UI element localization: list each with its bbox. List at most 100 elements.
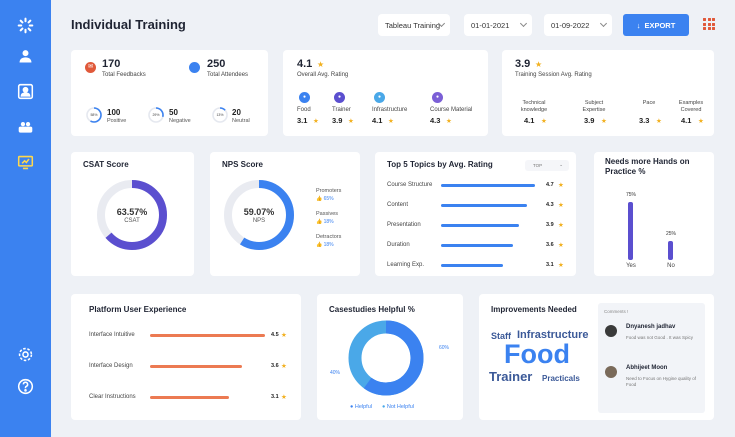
negative-label: Negative — [169, 118, 191, 124]
session-category-value: 3.9 — [584, 116, 595, 125]
top-topics-title: Top 5 Topics by Avg. Rating — [387, 160, 493, 169]
ux-label: Interface Design — [89, 363, 133, 369]
session-category-label: Examples Covered — [678, 100, 704, 113]
overall-rating-label: Overall Avg. Rating — [297, 72, 349, 78]
legend-not-helpful: ● Not Helpful — [381, 404, 415, 410]
settings-icon[interactable] — [16, 345, 35, 364]
topic-label: Learning Exp. — [387, 262, 425, 268]
topic-label: Content — [387, 202, 409, 208]
presentation-icon[interactable] — [16, 153, 35, 172]
export-button[interactable]: ↓ EXPORT — [623, 14, 689, 36]
download-icon: ↓ — [636, 20, 641, 30]
topic-value: 4.3 — [546, 202, 554, 208]
hands-on-card: Needs more Hands on Practice % 75% Yes 25%… — [594, 152, 714, 276]
rating-category-label: Course Material — [430, 107, 473, 113]
nps-donut — [224, 180, 294, 250]
session-category-label: Technical knowledge — [520, 100, 548, 113]
trainer-icon[interactable] — [16, 82, 35, 101]
apps-grid-icon[interactable] — [703, 18, 715, 30]
topic-value: 3.6 — [546, 242, 554, 248]
topic-bar — [441, 224, 519, 227]
casestudies-legend: ● Helpful ● Not Helpful — [350, 404, 414, 410]
date-to-value: 01-09-2022 — [551, 20, 590, 30]
star-icon: ★ — [558, 262, 564, 269]
topic-value: 3.1 — [546, 262, 554, 268]
star-icon: ★ — [558, 182, 564, 189]
neutral-pct: 13% — [216, 113, 224, 117]
training-dropdown[interactable]: Tableau Training — [378, 14, 450, 36]
csat-donut — [97, 180, 167, 250]
rating-category-label: Infrastructure — [372, 107, 408, 113]
date-to-dropdown[interactable]: 01-09-2022 — [544, 14, 612, 36]
comments-title: Comments ! — [604, 309, 629, 314]
help-icon[interactable] — [16, 377, 35, 396]
topic-label: Course Structure — [387, 182, 433, 188]
ux-value: 3.6 — [271, 363, 279, 369]
nps-label: NPS — [252, 218, 266, 224]
overall-rating-card: 4.1 ★ Overall Avg. Rating ● Food 3.1 ★ ● Trai… — [283, 50, 488, 136]
csat-label: CSAT — [124, 218, 140, 224]
ux-bar — [150, 365, 242, 368]
ux-bar — [150, 396, 230, 399]
topic-label: Presentation — [387, 222, 421, 228]
star-icon: ★ — [313, 118, 319, 125]
topic-bar — [441, 264, 503, 267]
star-icon: ★ — [541, 118, 547, 125]
rating-category-value: 3.1 — [297, 116, 308, 125]
rating-category-value: 3.9 — [332, 116, 343, 125]
positive-count: 100 — [107, 108, 121, 117]
total-feedbacks-label: Total Feedbacks — [102, 72, 146, 78]
neutral-label: Neutral — [232, 118, 250, 124]
comment-author: Dnyanesh jadhav — [626, 324, 676, 330]
total-feedbacks: 170 — [102, 58, 121, 70]
total-attendees-label: Total Attendees — [207, 72, 249, 78]
positive-label: Positive — [107, 118, 127, 124]
platform-ux-title: Platform User Experience — [89, 305, 187, 314]
date-from-value: 01-01-2021 — [471, 20, 510, 30]
top-filter-dropdown[interactable]: TOP ⌄ — [525, 160, 569, 171]
feedback-card: ✉ 170 Total Feedbacks 250 Total Attendee… — [71, 50, 268, 136]
thumbs-up-icon: 👍 — [316, 242, 323, 248]
word-food: Food — [504, 339, 570, 369]
avatar — [605, 325, 617, 337]
ux-value: 3.1 — [271, 394, 279, 400]
top-filter-value: TOP — [533, 163, 543, 168]
thumbs-up-icon: 👍 — [316, 219, 323, 225]
positive-ring — [86, 107, 102, 123]
passives-value: 👍 18% — [316, 219, 334, 225]
star-icon: ★ — [656, 118, 662, 125]
session-category-value: 4.1 — [681, 116, 692, 125]
export-label: EXPORT — [644, 20, 676, 30]
nps-value: 59.07% — [243, 207, 275, 217]
star-icon: ★ — [281, 394, 287, 401]
overall-rating: 4.1 — [297, 58, 313, 70]
csat-card: CSAT Score 63.57% CSAT — [71, 152, 194, 276]
star-icon: ★ — [348, 118, 354, 125]
word-trainer: Trainer — [489, 369, 533, 384]
casestudies-donut — [348, 320, 424, 396]
positive-pct: 58% — [90, 113, 98, 117]
star-icon: ★ — [558, 222, 564, 229]
rating-category-label: Trainer — [332, 107, 351, 113]
helpful-pct: 60% — [439, 345, 450, 351]
rating-category-label: Food — [297, 107, 311, 113]
hands-on-title: Needs more Hands on Practice % — [605, 157, 690, 176]
legend-helpful: ● Helpful — [350, 404, 372, 410]
session-rating-card: 3.9 ★ Training Session Avg. Rating Techn… — [502, 50, 714, 136]
neutral-count: 20 — [232, 108, 241, 117]
star-icon: ★ — [601, 118, 607, 125]
feedback-icon: ✉ — [85, 62, 96, 73]
practice-label: No — [667, 263, 675, 269]
star-icon: ★ — [698, 118, 704, 125]
attendees-icon — [189, 62, 200, 73]
logo-icon[interactable] — [16, 16, 35, 35]
users-icon[interactable] — [16, 47, 35, 66]
practice-label: Yes — [626, 263, 636, 269]
classroom-icon[interactable] — [16, 118, 35, 137]
rating-category-value: 4.1 — [372, 116, 383, 125]
star-icon: ★ — [388, 118, 394, 125]
topic-bar — [441, 204, 527, 207]
star-icon: ★ — [446, 118, 452, 125]
negative-count: 50 — [169, 108, 178, 117]
date-from-dropdown[interactable]: 01-01-2021 — [464, 14, 532, 36]
